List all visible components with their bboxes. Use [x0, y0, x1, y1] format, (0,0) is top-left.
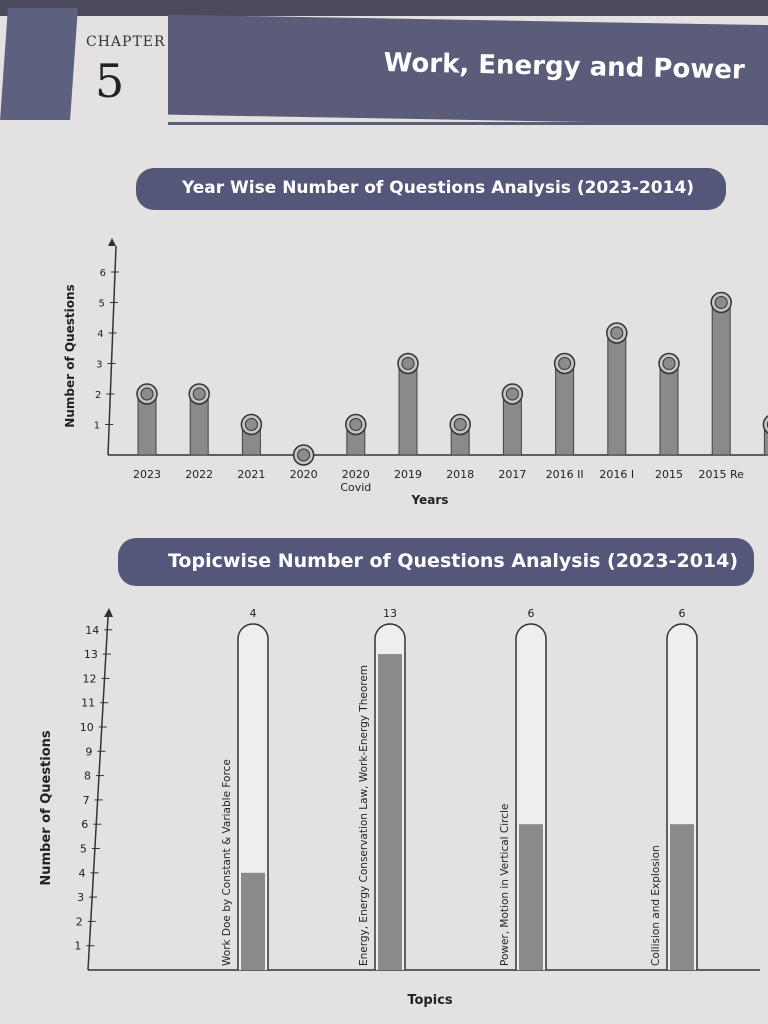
y-tick-label: 4 — [79, 867, 86, 880]
x-axis-title: Years — [411, 493, 449, 507]
x-tick-label: Covid — [340, 481, 371, 494]
y-axis — [107, 245, 117, 456]
chapter-label: CHAPTER — [86, 34, 166, 50]
y-tick-label: 13 — [84, 648, 98, 661]
banner-underline — [168, 122, 768, 125]
y-axis-title: Number of Questions — [39, 730, 54, 886]
bar-value-label: 6 — [679, 607, 686, 620]
y-tick-label: 5 — [80, 843, 87, 856]
bar-value-label: 6 — [528, 607, 535, 620]
x-tick-label: 2021 — [237, 468, 265, 481]
y-tick-label: 9 — [85, 745, 92, 758]
bar-cap-inner — [140, 387, 154, 401]
y-tick-label: 6 — [81, 818, 88, 831]
y-tick-label: 14 — [85, 624, 99, 637]
x-tick-label: 2023 — [133, 468, 161, 481]
y-axis — [87, 616, 109, 971]
bar-cap-inner — [401, 357, 415, 370]
bar-cap-inner — [453, 418, 467, 431]
bar-cap-inner — [244, 418, 258, 431]
bar-cap-inner — [349, 418, 363, 431]
y-axis-title: Number of Questions — [63, 284, 77, 427]
bar — [519, 824, 543, 970]
y-tick-label: 3 — [96, 360, 102, 371]
y-tick-label: 1 — [74, 940, 81, 953]
y-tick-label: 2 — [95, 390, 101, 401]
topic-label: Energy, Energy Conservation Law, Work-En… — [358, 665, 370, 966]
bar-cap-inner — [662, 357, 676, 370]
bar-cap-inner — [714, 296, 728, 309]
y-tick-label: 7 — [83, 794, 90, 807]
bar-value-label: 13 — [383, 607, 397, 620]
x-tick-label: 2015 — [655, 468, 683, 481]
bar-cap-inner — [192, 387, 206, 401]
x-tick-label: 2019 — [394, 468, 422, 481]
y-tick-label: 11 — [81, 697, 95, 710]
y-tick-label: 5 — [98, 299, 104, 310]
bar — [378, 654, 402, 970]
y-tick-label: 2 — [76, 915, 83, 928]
y-tick-label: 6 — [100, 268, 106, 279]
year-chart-title: Year Wise Number of Questions Analysis (… — [182, 178, 695, 198]
bar — [241, 872, 265, 970]
x-tick-label: 2016 I — [599, 468, 634, 481]
x-axis-title: Topics — [407, 993, 453, 1008]
page-top-strip — [0, 0, 768, 16]
bar-cap-inner — [558, 357, 572, 370]
topic-label: Power, Motion in Vertical Circle — [499, 804, 511, 966]
bar-cap — [762, 415, 768, 434]
bar-cap-inner — [505, 387, 519, 401]
y-tick-label: 10 — [80, 721, 94, 734]
bar — [763, 424, 768, 456]
bar-cap-inner — [297, 448, 311, 462]
topic-chart-title-pill: Topicwise Number of Questions Analysis (… — [118, 538, 754, 586]
topic-label: Collision and Explosion — [650, 845, 662, 966]
topic-label: Work Doe by Constant & Variable Force — [221, 759, 233, 966]
chapter-number: 5 — [95, 54, 125, 108]
x-tick-label: 2020 — [342, 468, 370, 481]
year-wise-chart: 1 2 3 4 5 6 Number of Questions Years 2023 2022 20… — [63, 238, 768, 507]
x-tick-label: 2017 — [498, 468, 526, 481]
bar-value-label: 4 — [250, 607, 257, 620]
bar-cap-inner — [610, 326, 624, 340]
x-tick-label: 2018 — [446, 468, 474, 481]
x-tick-label: 2020 — [290, 468, 318, 481]
y-tick-label: 3 — [77, 891, 84, 904]
x-tick-label: 2016 II — [546, 468, 584, 481]
x-tick-label: 2015 Re — [698, 468, 744, 481]
y-axis-arrow — [108, 238, 116, 246]
y-axis-arrow — [104, 608, 113, 617]
y-tick-label: 4 — [97, 329, 103, 340]
y-tick-label: 12 — [83, 672, 97, 685]
bar — [670, 824, 694, 970]
x-tick-label: 2022 — [185, 468, 213, 481]
year-chart-title-pill: Year Wise Number of Questions Analysis (… — [136, 168, 726, 210]
topic-chart-title: Topicwise Number of Questions Analysis (… — [168, 550, 739, 572]
y-tick-label: 8 — [84, 770, 91, 783]
y-tick-label: 1 — [94, 421, 100, 432]
